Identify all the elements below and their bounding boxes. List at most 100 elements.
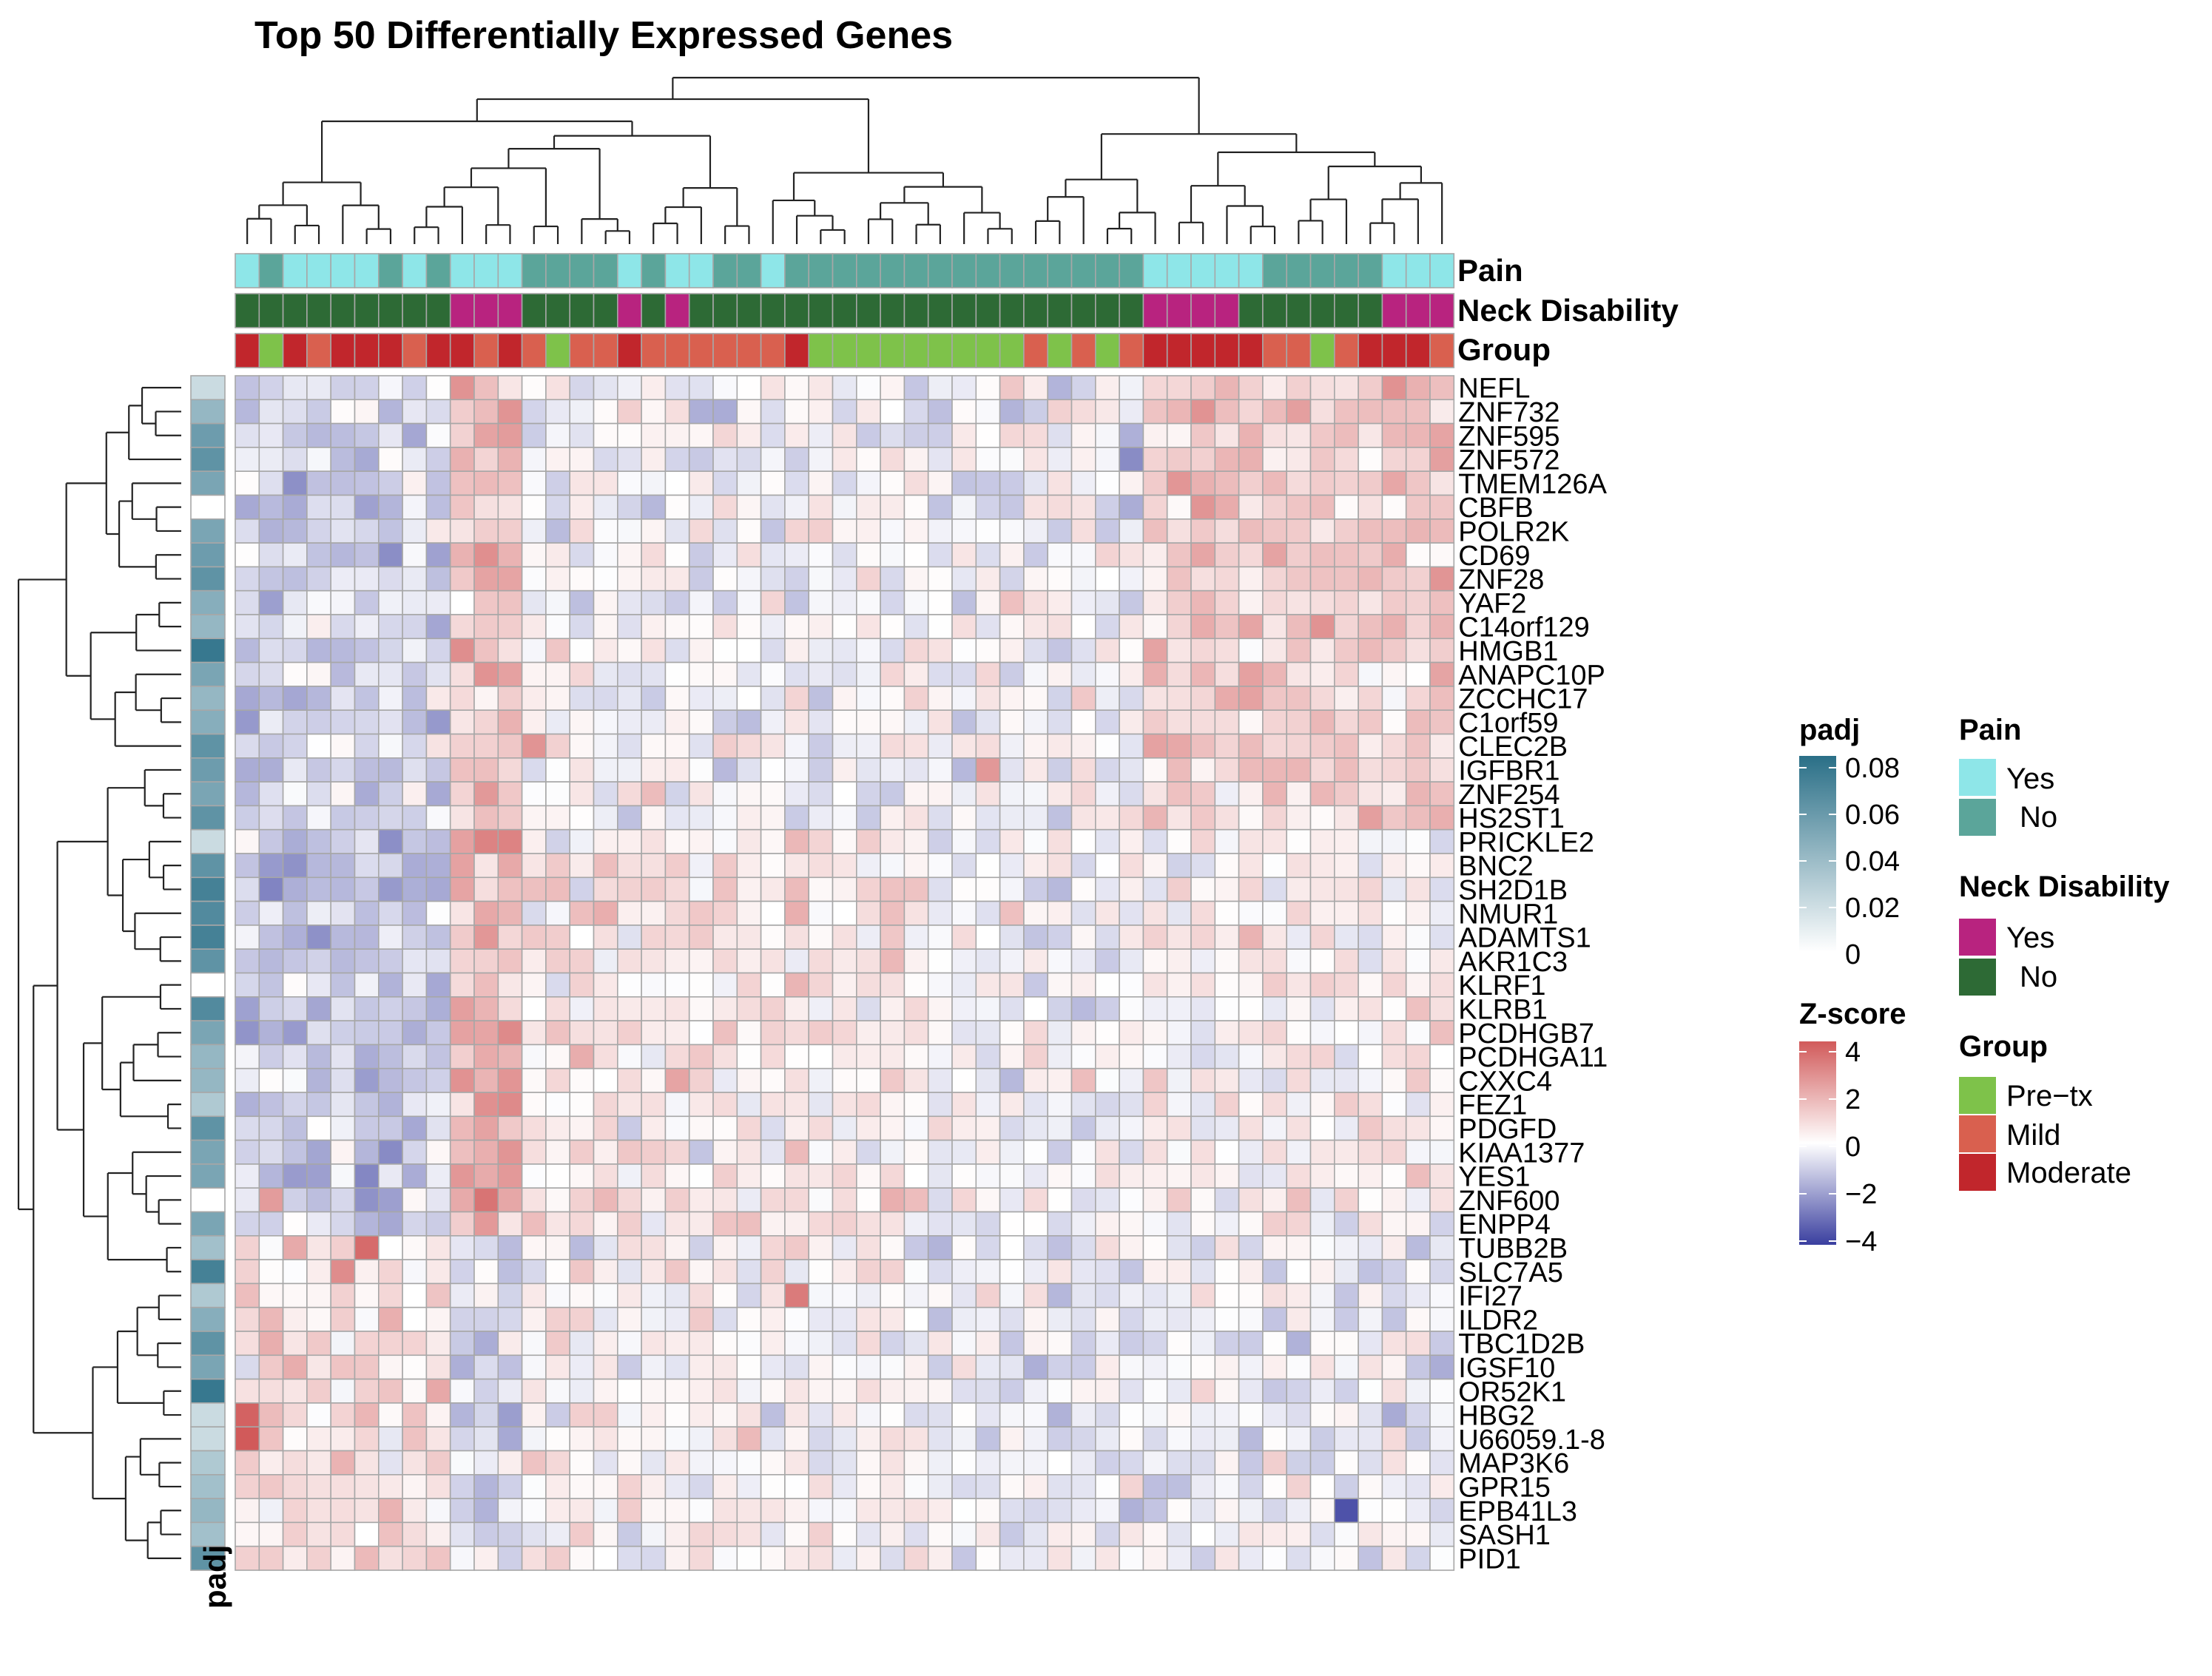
heatmap-cell [1309,828,1335,854]
heatmap-cell [521,638,547,663]
heatmap-cell [497,876,523,902]
heatmap-cell [736,1020,762,1046]
heatmap-cell [330,1331,356,1356]
heatmap-cell [951,1354,977,1380]
heatmap-cell [521,542,547,568]
heatmap-cell [760,709,786,735]
heatmap-cell [521,900,547,926]
heatmap-cell [258,494,284,520]
heatmap-cell [1238,900,1264,926]
heatmap-cell [330,518,356,544]
gene-label: YES1 [1458,1162,1530,1193]
heatmap-cell [497,1139,523,1165]
heatmap-cell [1142,1354,1168,1380]
heatmap-cell [999,1044,1025,1070]
heatmap-cell [880,853,906,879]
gene-label: CBFB [1458,493,1533,524]
heatmap-cell [1405,447,1431,473]
heatmap-cell [975,1331,1001,1356]
heatmap-cell [641,470,667,496]
annotation-cell-group [712,333,738,368]
heatmap-cell [1286,900,1312,926]
heatmap-cell [1262,1092,1288,1118]
heatmap-cell [258,757,284,783]
heatmap-cell [1358,447,1383,473]
heatmap-cell [1238,1426,1264,1452]
heatmap-cell [473,1498,499,1524]
heatmap-cell [999,1306,1025,1332]
heatmap-cell [1358,518,1383,544]
heatmap-cell [951,828,977,854]
heatmap-cell [1190,1283,1216,1308]
annotation-cell-neck-disability [641,293,667,328]
heatmap-cell [856,1139,881,1165]
heatmap-cell [330,1306,356,1332]
heatmap-cell [1047,972,1073,998]
heatmap-cell [1047,1474,1073,1499]
heatmap-cell [1166,1521,1192,1547]
heatmap-cell [1119,1498,1144,1524]
annotation-cell-group [1309,333,1335,368]
heatmap-cell [1405,900,1431,926]
annotation-cell-neck-disability [425,293,451,328]
heatmap-cell [736,996,762,1021]
heatmap-cell [1047,757,1073,783]
heatmap-cell [664,422,690,448]
heatmap-cell [903,972,929,998]
heatmap-cell [1047,948,1073,974]
heatmap-cell [880,781,906,807]
heatmap-cell [903,781,929,807]
heatmap-cell [235,876,260,902]
legend-tick-label: −2 [1845,1179,1877,1210]
heatmap-cell [545,1235,571,1260]
annotation-cell-neck-disability [1214,293,1240,328]
heatmap-cell [1334,733,1359,759]
heatmap-cell [1381,1378,1407,1404]
heatmap-cell [282,1331,308,1356]
heatmap-cell [1334,1259,1359,1285]
heatmap-cell [712,1378,738,1404]
heatmap-cell [784,709,810,735]
heatmap-cell [784,518,810,544]
heatmap-cell [1334,1020,1359,1046]
heatmap-cell [616,1450,642,1476]
heatmap-cell [1070,1020,1096,1046]
heatmap-cell [1286,853,1312,879]
heatmap-cell [377,1044,403,1070]
heatmap-cell [927,614,953,640]
annotation-cell-pain [856,253,881,288]
heatmap-cell [951,1331,977,1356]
heatmap-cell [736,614,762,640]
heatmap-cell [473,1235,499,1260]
heatmap-cell [473,1163,499,1189]
heatmap-cell [832,399,857,425]
heatmap-cell [1262,589,1288,615]
heatmap-cell [832,1545,857,1571]
heatmap-cell [880,1211,906,1237]
heatmap-cell [1429,1450,1455,1476]
heatmap-cell [545,638,571,663]
padj-cell [190,518,226,544]
heatmap-cell [377,948,403,974]
heatmap-cell [425,1235,451,1260]
heatmap-cell [1142,948,1168,974]
heatmap-cell [258,1354,284,1380]
heatmap-cell [569,1044,595,1070]
heatmap-cell [425,1115,451,1141]
heatmap-cell [1286,828,1312,854]
heatmap-cell [1429,733,1455,759]
heatmap-cell [354,805,380,831]
heatmap-cell [880,1545,906,1571]
heatmap-cell [402,1450,428,1476]
heatmap-cell [1238,1450,1264,1476]
heatmap-cell [975,925,1001,950]
heatmap-cell [999,1378,1025,1404]
heatmap-cell [856,805,881,831]
heatmap-cell [927,589,953,615]
heatmap-cell [282,1044,308,1070]
heatmap-cell [1334,661,1359,687]
heatmap-cell [449,399,475,425]
heatmap-cell [1095,494,1120,520]
heatmap-cell [282,470,308,496]
heatmap-cell [1358,1163,1383,1189]
